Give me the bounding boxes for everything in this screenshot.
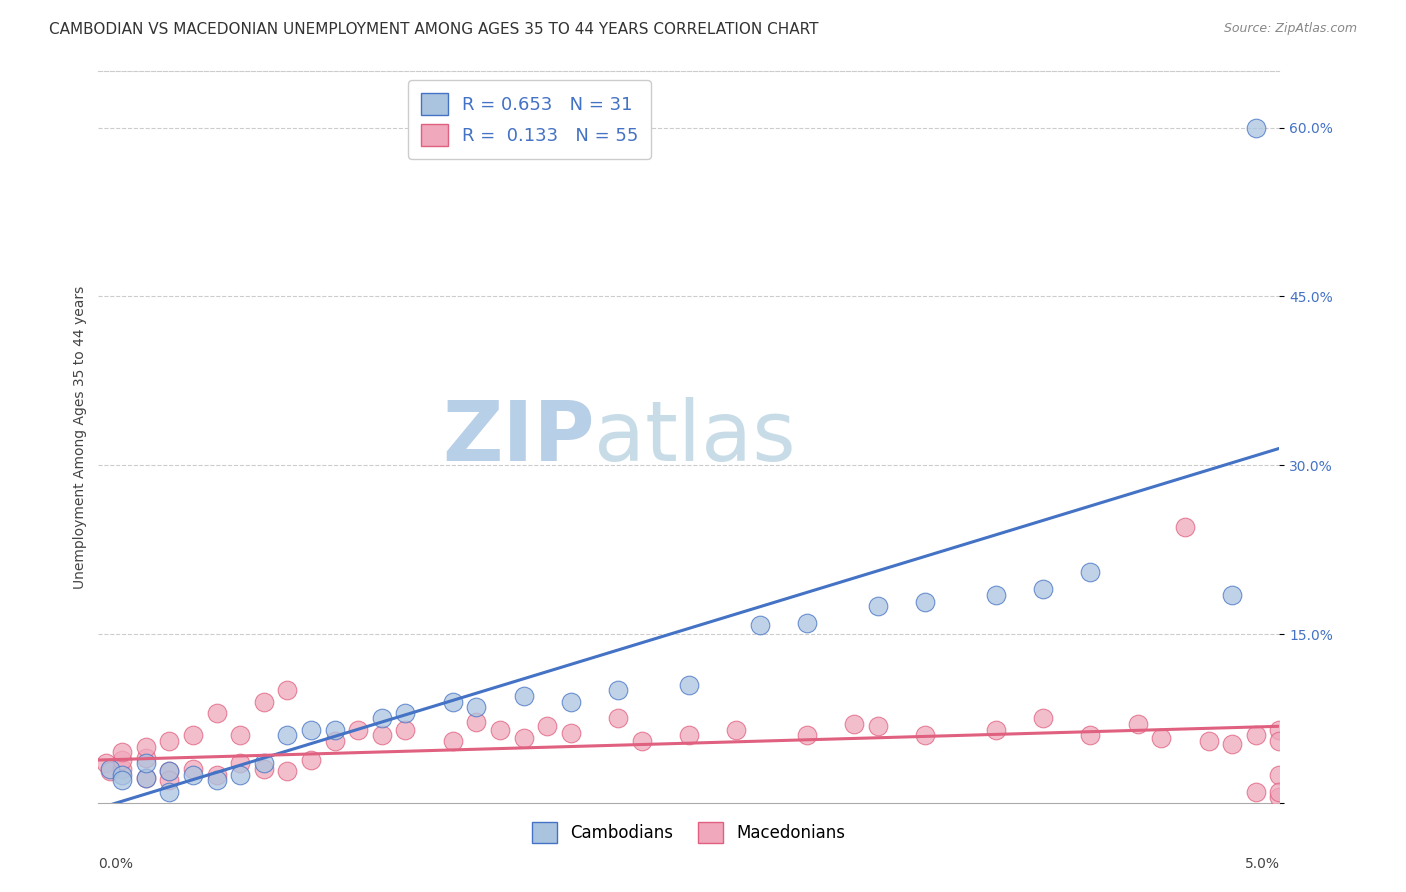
Point — [276, 683, 298, 698]
Text: 5.0%: 5.0% — [1244, 857, 1279, 871]
Point — [111, 745, 134, 759]
Point — [1244, 728, 1267, 742]
Point — [725, 723, 748, 737]
Point — [98, 762, 121, 776]
Point — [111, 773, 134, 788]
Point — [512, 731, 534, 745]
Text: ZIP: ZIP — [441, 397, 595, 477]
Point — [371, 728, 394, 742]
Point — [866, 719, 889, 733]
Point — [1150, 731, 1173, 745]
Point — [866, 599, 889, 613]
Point — [135, 739, 157, 754]
Point — [299, 753, 322, 767]
Point — [1244, 784, 1267, 798]
Point — [441, 694, 464, 708]
Point — [135, 771, 157, 785]
Point — [98, 764, 121, 779]
Point — [1080, 565, 1102, 579]
Point — [181, 767, 204, 781]
Point — [394, 723, 416, 737]
Point — [205, 767, 228, 781]
Point — [111, 762, 134, 776]
Point — [157, 764, 180, 779]
Point — [1126, 717, 1149, 731]
Point — [1268, 790, 1291, 805]
Point — [276, 728, 298, 742]
Point — [181, 728, 204, 742]
Legend: Cambodians, Macedonians: Cambodians, Macedonians — [526, 815, 852, 849]
Point — [94, 756, 117, 771]
Text: CAMBODIAN VS MACEDONIAN UNEMPLOYMENT AMONG AGES 35 TO 44 YEARS CORRELATION CHART: CAMBODIAN VS MACEDONIAN UNEMPLOYMENT AMO… — [49, 22, 818, 37]
Point — [394, 706, 416, 720]
Point — [678, 728, 700, 742]
Point — [465, 700, 488, 714]
Point — [181, 762, 204, 776]
Point — [560, 694, 582, 708]
Point — [1268, 734, 1291, 748]
Point — [157, 764, 180, 779]
Point — [1198, 734, 1220, 748]
Point — [157, 734, 180, 748]
Point — [1268, 784, 1291, 798]
Point — [796, 615, 818, 630]
Point — [229, 767, 252, 781]
Point — [1220, 588, 1243, 602]
Point — [1220, 737, 1243, 751]
Text: 0.0%: 0.0% — [98, 857, 134, 871]
Y-axis label: Unemployment Among Ages 35 to 44 years: Unemployment Among Ages 35 to 44 years — [73, 285, 87, 589]
Point — [1268, 767, 1291, 781]
Point — [323, 723, 346, 737]
Point — [512, 689, 534, 703]
Point — [299, 723, 322, 737]
Point — [253, 756, 276, 771]
Point — [135, 751, 157, 765]
Text: atlas: atlas — [595, 397, 796, 477]
Point — [984, 723, 1007, 737]
Point — [796, 728, 818, 742]
Point — [111, 753, 134, 767]
Point — [205, 773, 228, 788]
Point — [489, 723, 512, 737]
Point — [630, 734, 652, 748]
Point — [748, 618, 770, 632]
Point — [323, 734, 346, 748]
Point — [1032, 582, 1054, 596]
Point — [157, 773, 180, 788]
Point — [607, 683, 630, 698]
Point — [984, 588, 1007, 602]
Point — [441, 734, 464, 748]
Point — [844, 717, 866, 731]
Point — [914, 595, 936, 609]
Point — [347, 723, 370, 737]
Point — [914, 728, 936, 742]
Point — [1080, 728, 1102, 742]
Point — [229, 728, 252, 742]
Point — [678, 678, 700, 692]
Point — [135, 771, 157, 785]
Point — [229, 756, 252, 771]
Point — [560, 726, 582, 740]
Point — [1032, 711, 1054, 725]
Point — [1174, 520, 1197, 534]
Point — [205, 706, 228, 720]
Point — [135, 756, 157, 771]
Point — [607, 711, 630, 725]
Point — [1268, 723, 1291, 737]
Point — [276, 764, 298, 779]
Point — [465, 714, 488, 729]
Point — [371, 711, 394, 725]
Point — [111, 767, 134, 781]
Point — [253, 762, 276, 776]
Point — [1244, 120, 1267, 135]
Point — [253, 694, 276, 708]
Point — [536, 719, 558, 733]
Text: Source: ZipAtlas.com: Source: ZipAtlas.com — [1223, 22, 1357, 36]
Point — [157, 784, 180, 798]
